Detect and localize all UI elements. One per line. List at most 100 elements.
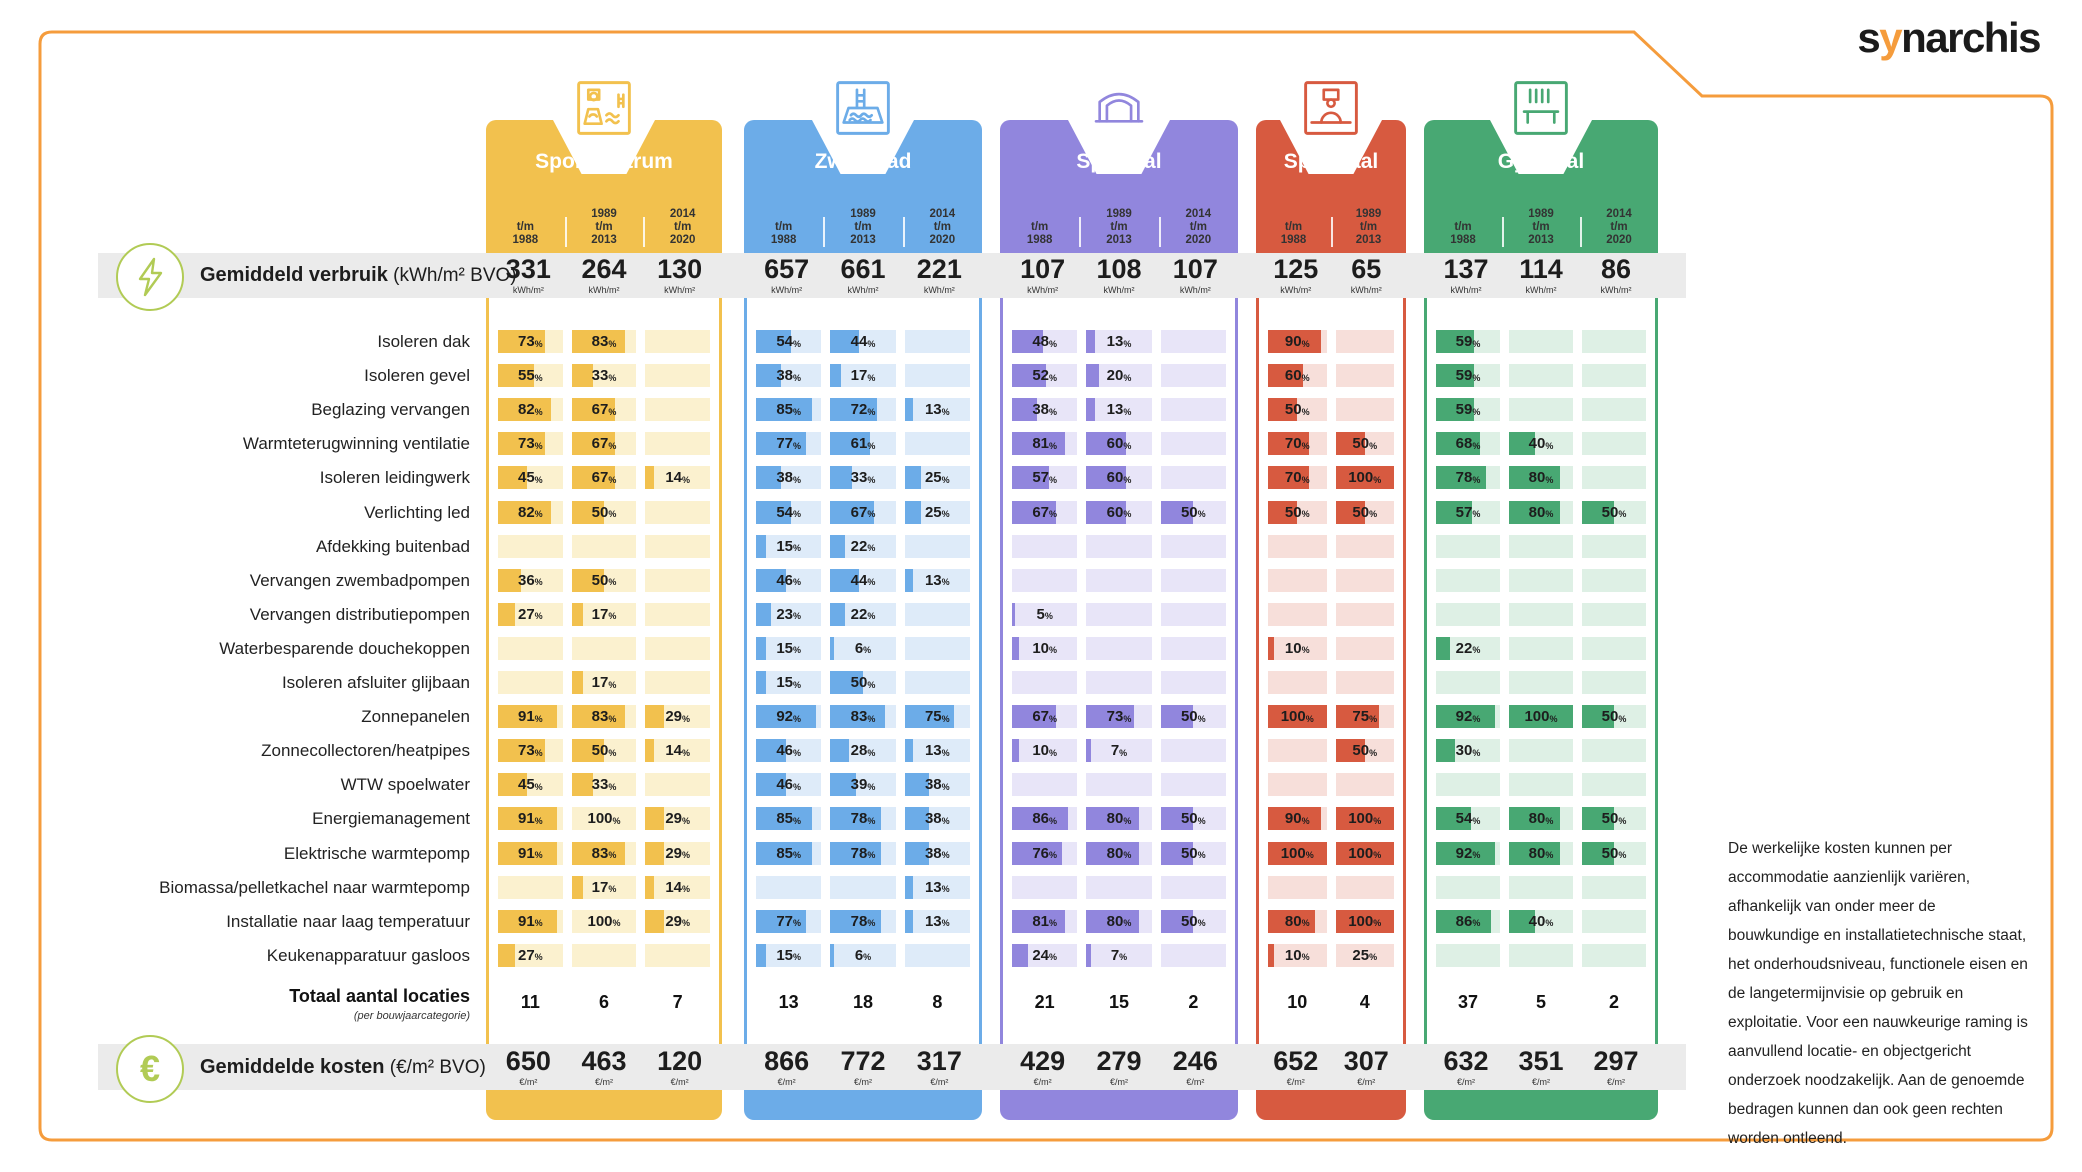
- percent-bar: [904, 364, 970, 388]
- panel-body-border: [486, 298, 722, 1044]
- percent-bar-fill: [571, 773, 593, 797]
- percent-bar: 20%: [1086, 364, 1152, 388]
- percent-bar: [1509, 364, 1573, 388]
- measure-bar-row: 86% 80% 50%: [1003, 807, 1235, 831]
- percent-bar: [904, 943, 970, 967]
- percent-bar: [1436, 943, 1500, 967]
- percent-bar: 50%: [571, 568, 637, 592]
- percent-bar: 81%: [1012, 909, 1078, 933]
- percent-bar: [1160, 943, 1226, 967]
- verbruik-number: 264: [581, 254, 627, 284]
- measure-bar-row: 59%: [1427, 364, 1655, 388]
- percent-bar: 45%: [498, 773, 563, 797]
- percent-bar: 54%: [756, 500, 822, 524]
- kosten-label: Gemiddelde kosten (€/m² BVO): [200, 1044, 486, 1090]
- percent-bar-label: 59%: [1455, 333, 1481, 350]
- percent-bar-fill: [1509, 705, 1573, 729]
- percent-bar-label: 23%: [776, 605, 802, 623]
- percent-bar-label: 50%: [1352, 503, 1378, 521]
- percent-bar-label: 73%: [517, 435, 543, 453]
- percent-bar: [498, 534, 563, 558]
- percent-bar: 75%: [904, 705, 970, 729]
- percent-bar-label: 13%: [1106, 401, 1132, 419]
- percent-bar: 13%: [904, 739, 970, 763]
- percent-bar-label: 85%: [776, 844, 802, 862]
- percent-bar-label: 54%: [776, 333, 802, 350]
- percent-bar-fill: [498, 739, 546, 763]
- percent-bar: [1509, 636, 1573, 660]
- percent-bar-fill: [756, 500, 792, 524]
- percent-bar: 7%: [1086, 739, 1152, 763]
- percent-bar-label: 50%: [1180, 844, 1206, 862]
- percent-bar-fill: [1012, 841, 1062, 865]
- percent-bar-fill: [830, 398, 878, 422]
- measure-bar-row: 80% 100%: [1259, 909, 1403, 933]
- percent-bar: [1509, 534, 1573, 558]
- percent-bar: [1268, 773, 1327, 797]
- percent-bar: 10%: [1012, 739, 1078, 763]
- percent-bar: 25%: [1335, 943, 1394, 967]
- percent-bar-fill: [1335, 841, 1394, 865]
- totaal-values: 21 15 2: [1003, 988, 1235, 1016]
- percent-bar-fill: [1012, 364, 1046, 388]
- percent-bar-label: 54%: [776, 503, 802, 521]
- percent-bar-fill: [645, 739, 655, 763]
- measure-bar-row: 54% 80% 50%: [1427, 807, 1655, 831]
- kosten-unit: €/m²: [670, 1076, 689, 1087]
- percent-bar: 46%: [756, 773, 822, 797]
- percent-bar: [1012, 534, 1078, 558]
- measure-bar-row: 38% 17%: [747, 364, 979, 388]
- percent-bar-label: 50%: [591, 503, 617, 521]
- sportcentrum-icon: [571, 75, 637, 141]
- percent-bar: [571, 636, 637, 660]
- percent-bar: 38%: [1012, 398, 1078, 422]
- percent-bar: [645, 330, 711, 353]
- kosten-unit: €/m²: [1457, 1076, 1475, 1087]
- percent-bar-label: 38%: [924, 810, 950, 828]
- percent-bar: [645, 364, 711, 388]
- percent-bar-label: 15%: [776, 639, 802, 657]
- year-header: 1989 t/m 2013: [1528, 208, 1554, 246]
- percent-bar: [1335, 636, 1394, 660]
- verbruik-unit: kWh/m²: [1350, 285, 1382, 295]
- percent-bar-label: 50%: [591, 742, 617, 760]
- measure-bar-row: 91% 100% 29%: [489, 807, 719, 831]
- percent-bar-fill: [1268, 943, 1274, 967]
- percent-bar: 22%: [1436, 636, 1500, 660]
- panel-body-border: [1256, 298, 1406, 1044]
- percent-bar: [904, 671, 970, 694]
- percent-bar: [1582, 330, 1646, 353]
- percent-bar-fill: [756, 602, 772, 626]
- percent-bar: 40%: [1509, 909, 1573, 933]
- percent-bar-fill: [1160, 705, 1194, 729]
- percent-bar-fill: [1268, 841, 1327, 865]
- measure-bar-row: [1259, 534, 1403, 558]
- year-header: t/m 1988: [1280, 221, 1307, 246]
- percent-bar: 100%: [571, 807, 637, 831]
- percent-bar-label: 40%: [1528, 912, 1554, 930]
- percent-bar: [1086, 773, 1152, 797]
- percent-bar-label: 50%: [1601, 844, 1627, 862]
- measure-bar-row: [1003, 671, 1235, 694]
- percent-bar: 50%: [1335, 500, 1394, 524]
- percent-bar-fill: [1086, 739, 1091, 763]
- percent-bar: 29%: [645, 909, 711, 933]
- year-separator: [1331, 217, 1333, 247]
- percent-bar: [1160, 671, 1226, 694]
- percent-bar-fill: [756, 534, 766, 558]
- percent-bar-label: 48%: [1032, 333, 1058, 350]
- disclaimer-text: De werkelijke kosten kunnen per accommod…: [1728, 840, 2028, 1147]
- year-separator: [1079, 217, 1082, 247]
- percent-bar-fill: [1086, 943, 1091, 967]
- percent-bar-fill: [830, 602, 845, 626]
- percent-bar: [1582, 398, 1646, 422]
- totaal-values: 11 6 7: [489, 988, 719, 1016]
- percent-bar: 10%: [1268, 636, 1327, 660]
- percent-bar-label: 25%: [924, 469, 950, 487]
- percent-bar: 44%: [830, 330, 896, 353]
- percent-bar-fill: [571, 330, 626, 353]
- percent-bar-label: 13%: [924, 742, 950, 760]
- measure-bar-row: 38% 33% 25%: [747, 466, 979, 490]
